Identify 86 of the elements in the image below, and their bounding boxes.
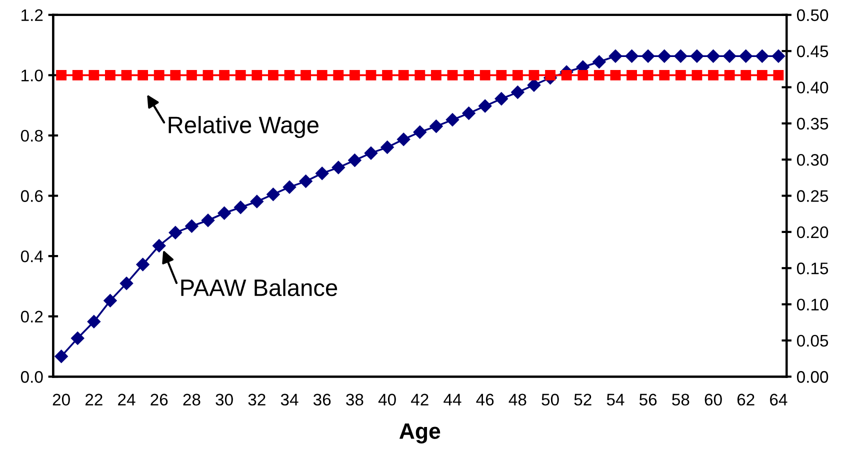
point: [494, 92, 508, 106]
x-tick-label: 48: [508, 394, 526, 406]
x-tick-label: 32: [248, 394, 266, 406]
x-axis-title: Age: [399, 423, 440, 444]
point: [674, 50, 688, 63]
point: [152, 239, 166, 252]
point: [168, 226, 182, 240]
point: [462, 106, 476, 120]
x-tick-label: 62: [737, 394, 754, 406]
x-tick-label: 26: [150, 394, 168, 406]
y2-tick-label: 0.40: [796, 82, 828, 94]
point: [608, 50, 622, 63]
point: [234, 200, 248, 214]
x-tick-label: 30: [216, 394, 233, 406]
series-label: Relative Wage: [168, 116, 318, 138]
point: [332, 160, 345, 174]
y2-tick-label: 0.45: [796, 45, 828, 58]
point: [592, 55, 606, 68]
y2-tick-label: 0.25: [796, 190, 828, 202]
x-tick-label: 56: [639, 394, 657, 406]
x-tick-label: 64: [770, 394, 788, 406]
point: [625, 50, 638, 63]
x-tick-label: 54: [606, 394, 624, 406]
x-tick-label: 46: [476, 394, 494, 406]
y2-tick-label: 0.30: [796, 154, 828, 166]
point: [380, 140, 394, 154]
x-tick-label: 40: [378, 394, 396, 406]
y-tick-label: 0.8: [20, 130, 43, 142]
point: [282, 180, 296, 194]
point: [430, 120, 443, 133]
y-tick-label: 1.0: [22, 70, 43, 82]
point: [104, 294, 117, 308]
y-tick-label: 1.2: [22, 9, 43, 21]
point: [413, 126, 426, 139]
point: [218, 206, 231, 220]
point: [739, 50, 752, 63]
point: [54, 350, 68, 363]
x-tick-label: 50: [542, 394, 559, 406]
point: [397, 132, 410, 146]
point: [364, 146, 378, 160]
y2-tick-label: 0.00: [796, 371, 828, 383]
y2-tick-label: 0.20: [796, 226, 828, 238]
point: [446, 113, 460, 126]
y-tick-label: 0.6: [20, 190, 43, 202]
x-tick-label: 22: [85, 394, 102, 406]
y-tick-label: 0.0: [20, 371, 43, 383]
point: [641, 50, 655, 63]
x-tick-label: 58: [672, 394, 690, 406]
y2-tick-label: 0.35: [796, 118, 828, 130]
point: [185, 220, 198, 233]
series-label: PAAW Balance: [181, 278, 338, 296]
point: [71, 332, 84, 345]
point: [136, 258, 150, 272]
y2-tick-label: 0.15: [796, 262, 828, 274]
point: [87, 315, 101, 328]
x-tick-label: 20: [52, 394, 70, 406]
x-tick-label: 60: [704, 394, 722, 406]
point: [316, 166, 329, 180]
y-tick-label: 0.4: [20, 250, 43, 262]
x-tick-label: 34: [280, 394, 298, 406]
point: [478, 99, 492, 113]
point: [120, 276, 134, 290]
point: [527, 78, 541, 92]
y2-tick-label: 0.10: [796, 298, 828, 310]
point: [690, 50, 704, 63]
x-tick-label: 44: [444, 394, 462, 406]
point: [250, 194, 264, 208]
x-tick-label: 36: [313, 394, 331, 406]
point: [658, 50, 671, 63]
y-tick-label: 0.2: [20, 310, 43, 323]
x-tick-label: 24: [118, 394, 136, 406]
x-tick-label: 52: [574, 394, 592, 406]
y2-tick-label: 0.50: [796, 9, 828, 22]
y2-tick-label: 0.05: [796, 334, 828, 347]
point: [756, 50, 769, 63]
x-tick-label: 38: [346, 394, 364, 406]
point: [722, 50, 736, 63]
point: [348, 154, 362, 167]
point: [706, 50, 720, 63]
x-tick-label: 42: [411, 394, 428, 406]
x-tick-label: 28: [183, 394, 200, 406]
point: [299, 174, 312, 188]
point: [511, 86, 524, 99]
point: [201, 214, 215, 227]
point: [772, 50, 786, 63]
point: [266, 188, 280, 201]
